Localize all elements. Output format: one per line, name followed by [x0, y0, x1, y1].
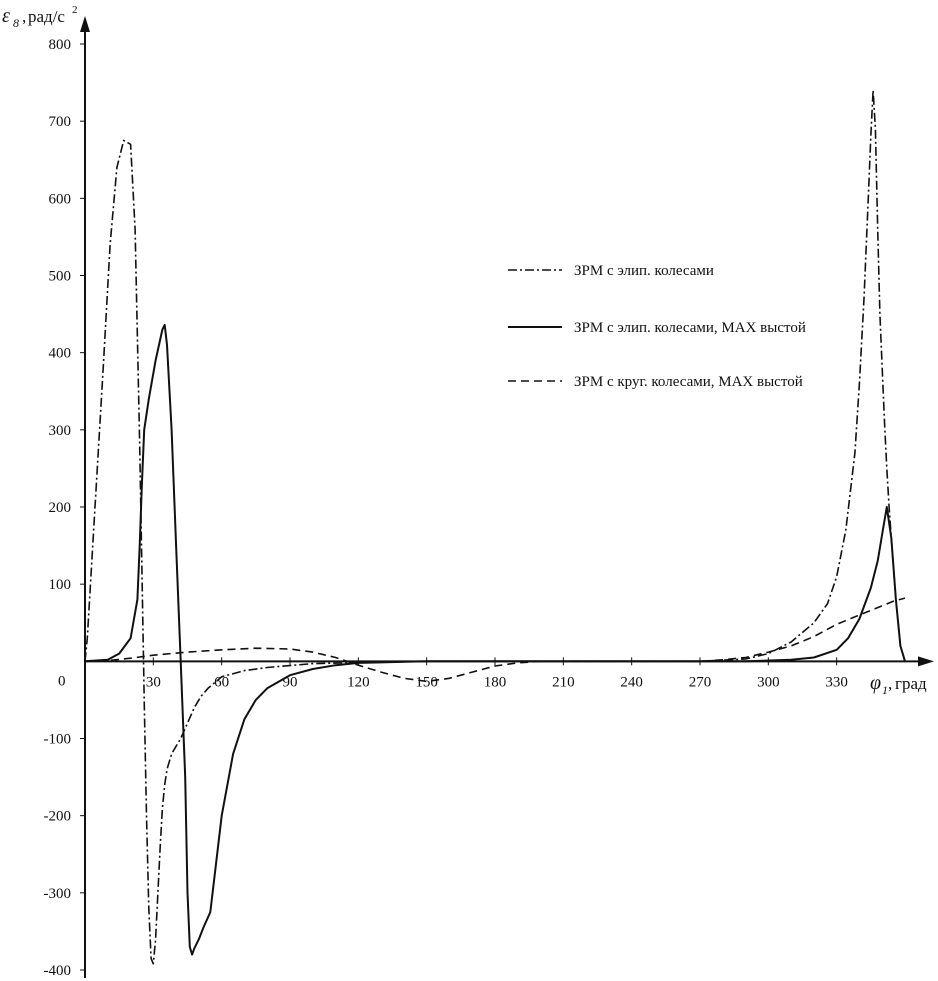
x-tick-label: 120	[347, 674, 370, 690]
x-axis-separator: ,	[888, 674, 892, 693]
y-axis-unit-power: 2	[72, 4, 78, 16]
legend-item: ЗРМ с элип. колесами, МАХ выстой	[508, 320, 806, 336]
x-axis-symbol: φ	[870, 672, 881, 694]
series-line-dashdot	[84, 89, 906, 965]
x-tick-label: 300	[757, 674, 780, 690]
y-axis-arrow-icon	[80, 16, 90, 32]
y-axis-unit: рад/с	[28, 7, 65, 26]
y-tick-label: 700	[49, 114, 72, 130]
x-tick-label: 240	[620, 674, 643, 690]
y-tick-label: 100	[49, 577, 72, 593]
x-axis-arrow-icon	[918, 656, 934, 667]
x-tick-label: 90	[283, 674, 298, 690]
y-axis-subscript: 8	[13, 16, 19, 30]
y-axis-symbol: ε	[2, 5, 10, 27]
y-tick-label: 200	[49, 500, 72, 516]
legend-label: ЗРМ с элип. колесами, МАХ выстой	[574, 320, 806, 336]
y-tick-label: 600	[49, 191, 72, 207]
series-line-solid	[84, 323, 906, 956]
y-tick-label: -400	[44, 963, 72, 979]
axes	[80, 16, 934, 978]
y-tick-label: 400	[49, 346, 72, 362]
x-tick-label: 60	[214, 674, 229, 690]
legend-item: ЗРМ с круг. колесами, МАХ выстой	[508, 374, 803, 390]
x-ticks: 30 60 90 120 150 180 210 240 270 300 330	[146, 657, 848, 690]
series-line-dashed	[84, 597, 906, 683]
x-tick-label: 30	[146, 674, 161, 690]
y-tick-label: -100	[44, 732, 72, 748]
legend-label: ЗРМ с круг. колесами, МАХ выстой	[574, 374, 803, 390]
series-lines	[84, 89, 906, 965]
y-axis-separator: ,	[22, 7, 26, 26]
y-axis-title: ε 8 , рад/с 2	[2, 4, 78, 30]
y-ticks: -400 -300 -200 -100 100 200 300 400 500 600 700 800	[44, 37, 85, 979]
y-tick-label: 300	[49, 423, 72, 439]
y-tick-label: -200	[44, 809, 72, 825]
y-tick-label: 500	[49, 269, 72, 285]
origin-label: 0	[58, 673, 66, 689]
x-axis-subscript: 1	[882, 683, 888, 697]
x-tick-label: 210	[552, 674, 575, 690]
y-tick-label: 800	[49, 37, 72, 53]
x-tick-label: 150	[415, 674, 438, 690]
y-tick-label: -300	[44, 886, 72, 902]
legend-item: ЗРМ с элип. колесами	[508, 263, 714, 279]
x-tick-label: 180	[484, 674, 507, 690]
x-axis-title: φ 1 , град	[870, 672, 927, 697]
legend: ЗРМ с элип. колесами ЗРМ с элип. колесам…	[508, 263, 806, 390]
legend-label: ЗРМ с элип. колесами	[574, 263, 714, 279]
x-tick-label: 330	[825, 674, 848, 690]
x-tick-label: 270	[689, 674, 712, 690]
x-axis-unit: град	[895, 674, 927, 693]
